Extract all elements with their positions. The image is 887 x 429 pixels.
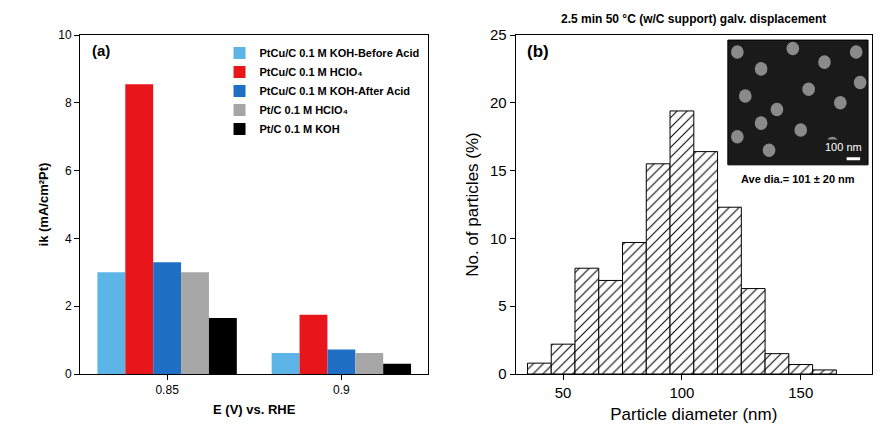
svg-text:20: 20 — [490, 94, 507, 111]
svg-text:Pt/C 0.1 M HClO₄: Pt/C 0.1 M HClO₄ — [260, 104, 348, 116]
svg-text:Ave dia.= 101 ± 20 nm: Ave dia.= 101 ± 20 nm — [741, 173, 855, 185]
svg-text:10: 10 — [490, 230, 507, 247]
svg-text:No. of particles (%): No. of particles (%) — [463, 132, 482, 277]
svg-text:0: 0 — [65, 367, 72, 381]
svg-text:0: 0 — [498, 365, 506, 382]
svg-text:Pt/C 0.1 M KOH: Pt/C 0.1 M KOH — [260, 123, 340, 135]
svg-text:0.85: 0.85 — [155, 383, 179, 397]
svg-text:15: 15 — [490, 162, 507, 179]
svg-text:5: 5 — [498, 297, 506, 314]
svg-text:8: 8 — [65, 96, 72, 110]
svg-text:2.5 min 50 °C (w/C support) ga: 2.5 min 50 °C (w/C support) galv. displa… — [561, 12, 826, 26]
svg-text:Particle diameter (nm): Particle diameter (nm) — [610, 405, 777, 424]
svg-text:50: 50 — [555, 384, 572, 401]
svg-text:100 nm: 100 nm — [825, 141, 862, 153]
svg-text:PtCu/C 0.1 M KOH-Before Acid: PtCu/C 0.1 M KOH-Before Acid — [260, 47, 420, 59]
svg-text:4: 4 — [65, 232, 72, 246]
svg-text:(a): (a) — [92, 42, 110, 59]
svg-text:10: 10 — [58, 28, 72, 42]
svg-text:100: 100 — [669, 384, 694, 401]
svg-text:PtCu/C 0.1 M KOH-After Acid: PtCu/C 0.1 M KOH-After Acid — [260, 85, 411, 97]
svg-text:ik (mA/cm²Pt): ik (mA/cm²Pt) — [36, 163, 51, 247]
svg-text:25: 25 — [490, 26, 507, 43]
svg-text:0.9: 0.9 — [333, 383, 350, 397]
svg-text:6: 6 — [65, 164, 72, 178]
svg-text:PtCu/C 0.1 M HClO₄: PtCu/C 0.1 M HClO₄ — [260, 66, 363, 78]
svg-text:(b): (b) — [527, 42, 549, 61]
svg-text:150: 150 — [788, 384, 813, 401]
svg-text:2: 2 — [65, 299, 72, 313]
svg-text:E (V) vs. RHE: E (V) vs. RHE — [213, 402, 296, 417]
